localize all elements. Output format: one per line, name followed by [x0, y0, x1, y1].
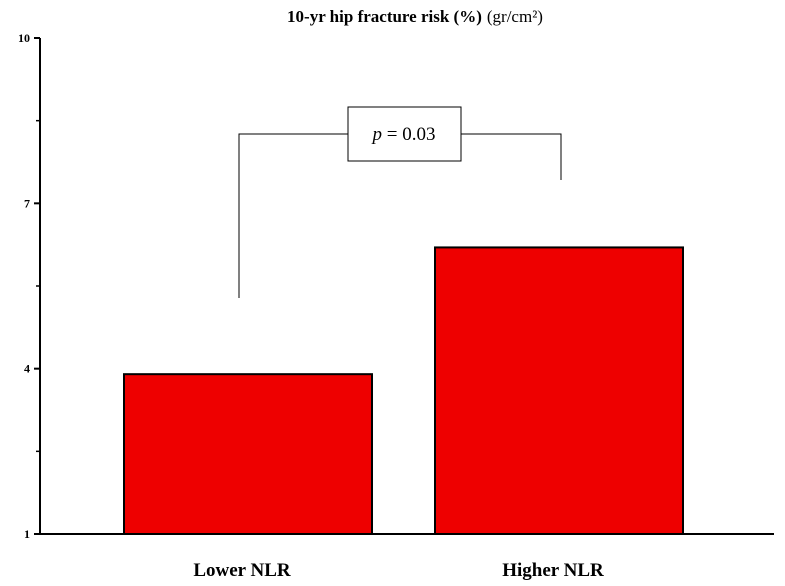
chart-title: 10-yr hip fracture risk (%) (gr/cm²)	[287, 7, 543, 26]
bar-2	[434, 246, 684, 536]
bar-1	[123, 373, 373, 535]
y-axis: 1 4 7 10	[18, 31, 41, 541]
p-value-box	[347, 106, 462, 162]
significance-annotation: p = 0.03	[238, 106, 562, 298]
x-category-label: Lower NLR	[193, 560, 291, 581]
y-tick-label: 7	[24, 196, 30, 210]
p-value-label: p = 0.03	[371, 124, 436, 145]
y-tick-label: 1	[24, 527, 30, 541]
y-tick-label: 4	[24, 362, 30, 376]
x-axis: Lower NLR Higher NLR	[39, 533, 774, 581]
y-tick-label: 10	[18, 31, 30, 45]
bars	[123, 246, 684, 536]
x-category-label: Higher NLR	[502, 560, 604, 581]
